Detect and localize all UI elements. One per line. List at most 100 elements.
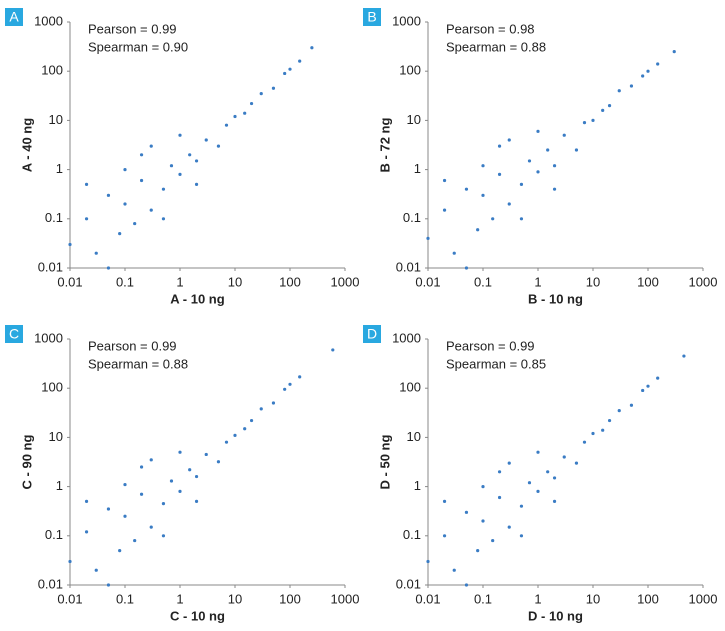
point — [84, 499, 89, 504]
point — [178, 489, 182, 493]
point — [442, 534, 447, 538]
point — [582, 121, 587, 125]
y-tick-label: 0.1 — [45, 527, 63, 542]
point — [519, 182, 524, 187]
point — [491, 538, 495, 543]
point — [161, 502, 166, 506]
point — [476, 549, 480, 553]
point — [656, 376, 660, 380]
point — [194, 499, 199, 504]
x-tick-label: 1 — [534, 274, 541, 289]
point — [527, 481, 532, 485]
point — [84, 530, 89, 534]
panel-label-box — [363, 325, 381, 343]
y-tick-label: 100 — [399, 380, 421, 395]
point — [591, 118, 595, 122]
panel: C 0.01 0.1 1 10 100 1000 0.01 0.1 1 10 100 1000 C - 1… — [5, 325, 359, 623]
point — [161, 534, 166, 538]
point — [188, 153, 192, 157]
point — [123, 514, 127, 518]
y-axis-title: A - 40 ng — [19, 118, 34, 172]
panel: D 0.01 0.1 1 10 100 1000 0.01 0.1 1 10 100 1000 D - 1… — [363, 325, 717, 623]
point — [672, 50, 676, 54]
x-axis-title: A - 10 ng — [170, 291, 224, 306]
annotation: Pearson = 0.99 — [88, 338, 177, 353]
point — [481, 164, 485, 168]
y-tick-label: 0.1 — [403, 210, 421, 225]
point — [497, 172, 502, 176]
point — [271, 401, 276, 405]
y-tick-label: 0.01 — [396, 259, 421, 274]
point — [106, 193, 111, 197]
point — [106, 266, 111, 270]
x-tick-label: 0.01 — [57, 274, 82, 289]
y-axis-title: D - 50 ng — [377, 434, 392, 489]
point — [527, 159, 532, 163]
point — [481, 519, 485, 523]
panel-label-box — [5, 8, 23, 26]
point — [149, 144, 153, 148]
x-tick-label: 10 — [228, 591, 242, 606]
point — [188, 468, 192, 472]
point — [646, 384, 650, 388]
y-tick-label: 0.1 — [403, 527, 421, 542]
x-axis-title: D - 10 ng — [528, 608, 583, 623]
point — [497, 470, 502, 474]
point — [562, 455, 566, 459]
y-tick-label: 1000 — [34, 330, 63, 345]
x-tick-label: 1000 — [331, 591, 360, 606]
point — [656, 62, 660, 66]
point — [118, 549, 122, 553]
point — [149, 458, 153, 462]
point — [243, 111, 247, 115]
point — [259, 92, 263, 96]
point — [507, 202, 511, 206]
point — [617, 89, 621, 93]
annotation: Pearson = 0.99 — [88, 21, 177, 36]
point — [283, 387, 287, 391]
point — [507, 138, 511, 142]
point — [224, 440, 229, 444]
point — [204, 452, 208, 457]
point — [607, 418, 612, 423]
y-tick-label: 1000 — [34, 13, 63, 28]
y-tick-label: 1000 — [392, 330, 421, 345]
point — [481, 485, 485, 489]
point — [552, 499, 557, 504]
point — [283, 71, 287, 76]
x-tick-label: 100 — [637, 591, 659, 606]
point — [519, 504, 524, 508]
x-tick-label: 1 — [176, 274, 183, 289]
point — [582, 440, 587, 444]
point — [629, 403, 634, 407]
point — [178, 450, 182, 454]
point — [497, 144, 502, 148]
x-tick-label: 1000 — [689, 274, 718, 289]
point — [682, 354, 686, 358]
y-tick-label: 100 — [399, 63, 421, 78]
point — [607, 103, 612, 108]
y-tick-label: 10 — [49, 429, 63, 444]
y-tick-label: 0.01 — [396, 576, 421, 591]
point — [617, 409, 621, 413]
point — [169, 164, 174, 168]
point — [452, 568, 456, 572]
point — [464, 583, 469, 587]
point — [641, 74, 645, 78]
point — [536, 129, 540, 133]
point — [536, 489, 540, 493]
y-tick-label: 0.01 — [38, 259, 63, 274]
x-tick-label: 1 — [176, 591, 183, 606]
x-tick-label: 1000 — [689, 591, 718, 606]
point — [259, 407, 263, 411]
point — [442, 178, 447, 183]
x-axis-title: C - 10 ng — [170, 608, 225, 623]
point — [574, 148, 579, 152]
y-tick-label: 1000 — [392, 13, 421, 28]
y-tick-label: 100 — [41, 63, 63, 78]
x-tick-label: 0.1 — [116, 591, 134, 606]
point — [646, 69, 650, 73]
point — [178, 133, 182, 137]
x-tick-label: 10 — [228, 274, 242, 289]
